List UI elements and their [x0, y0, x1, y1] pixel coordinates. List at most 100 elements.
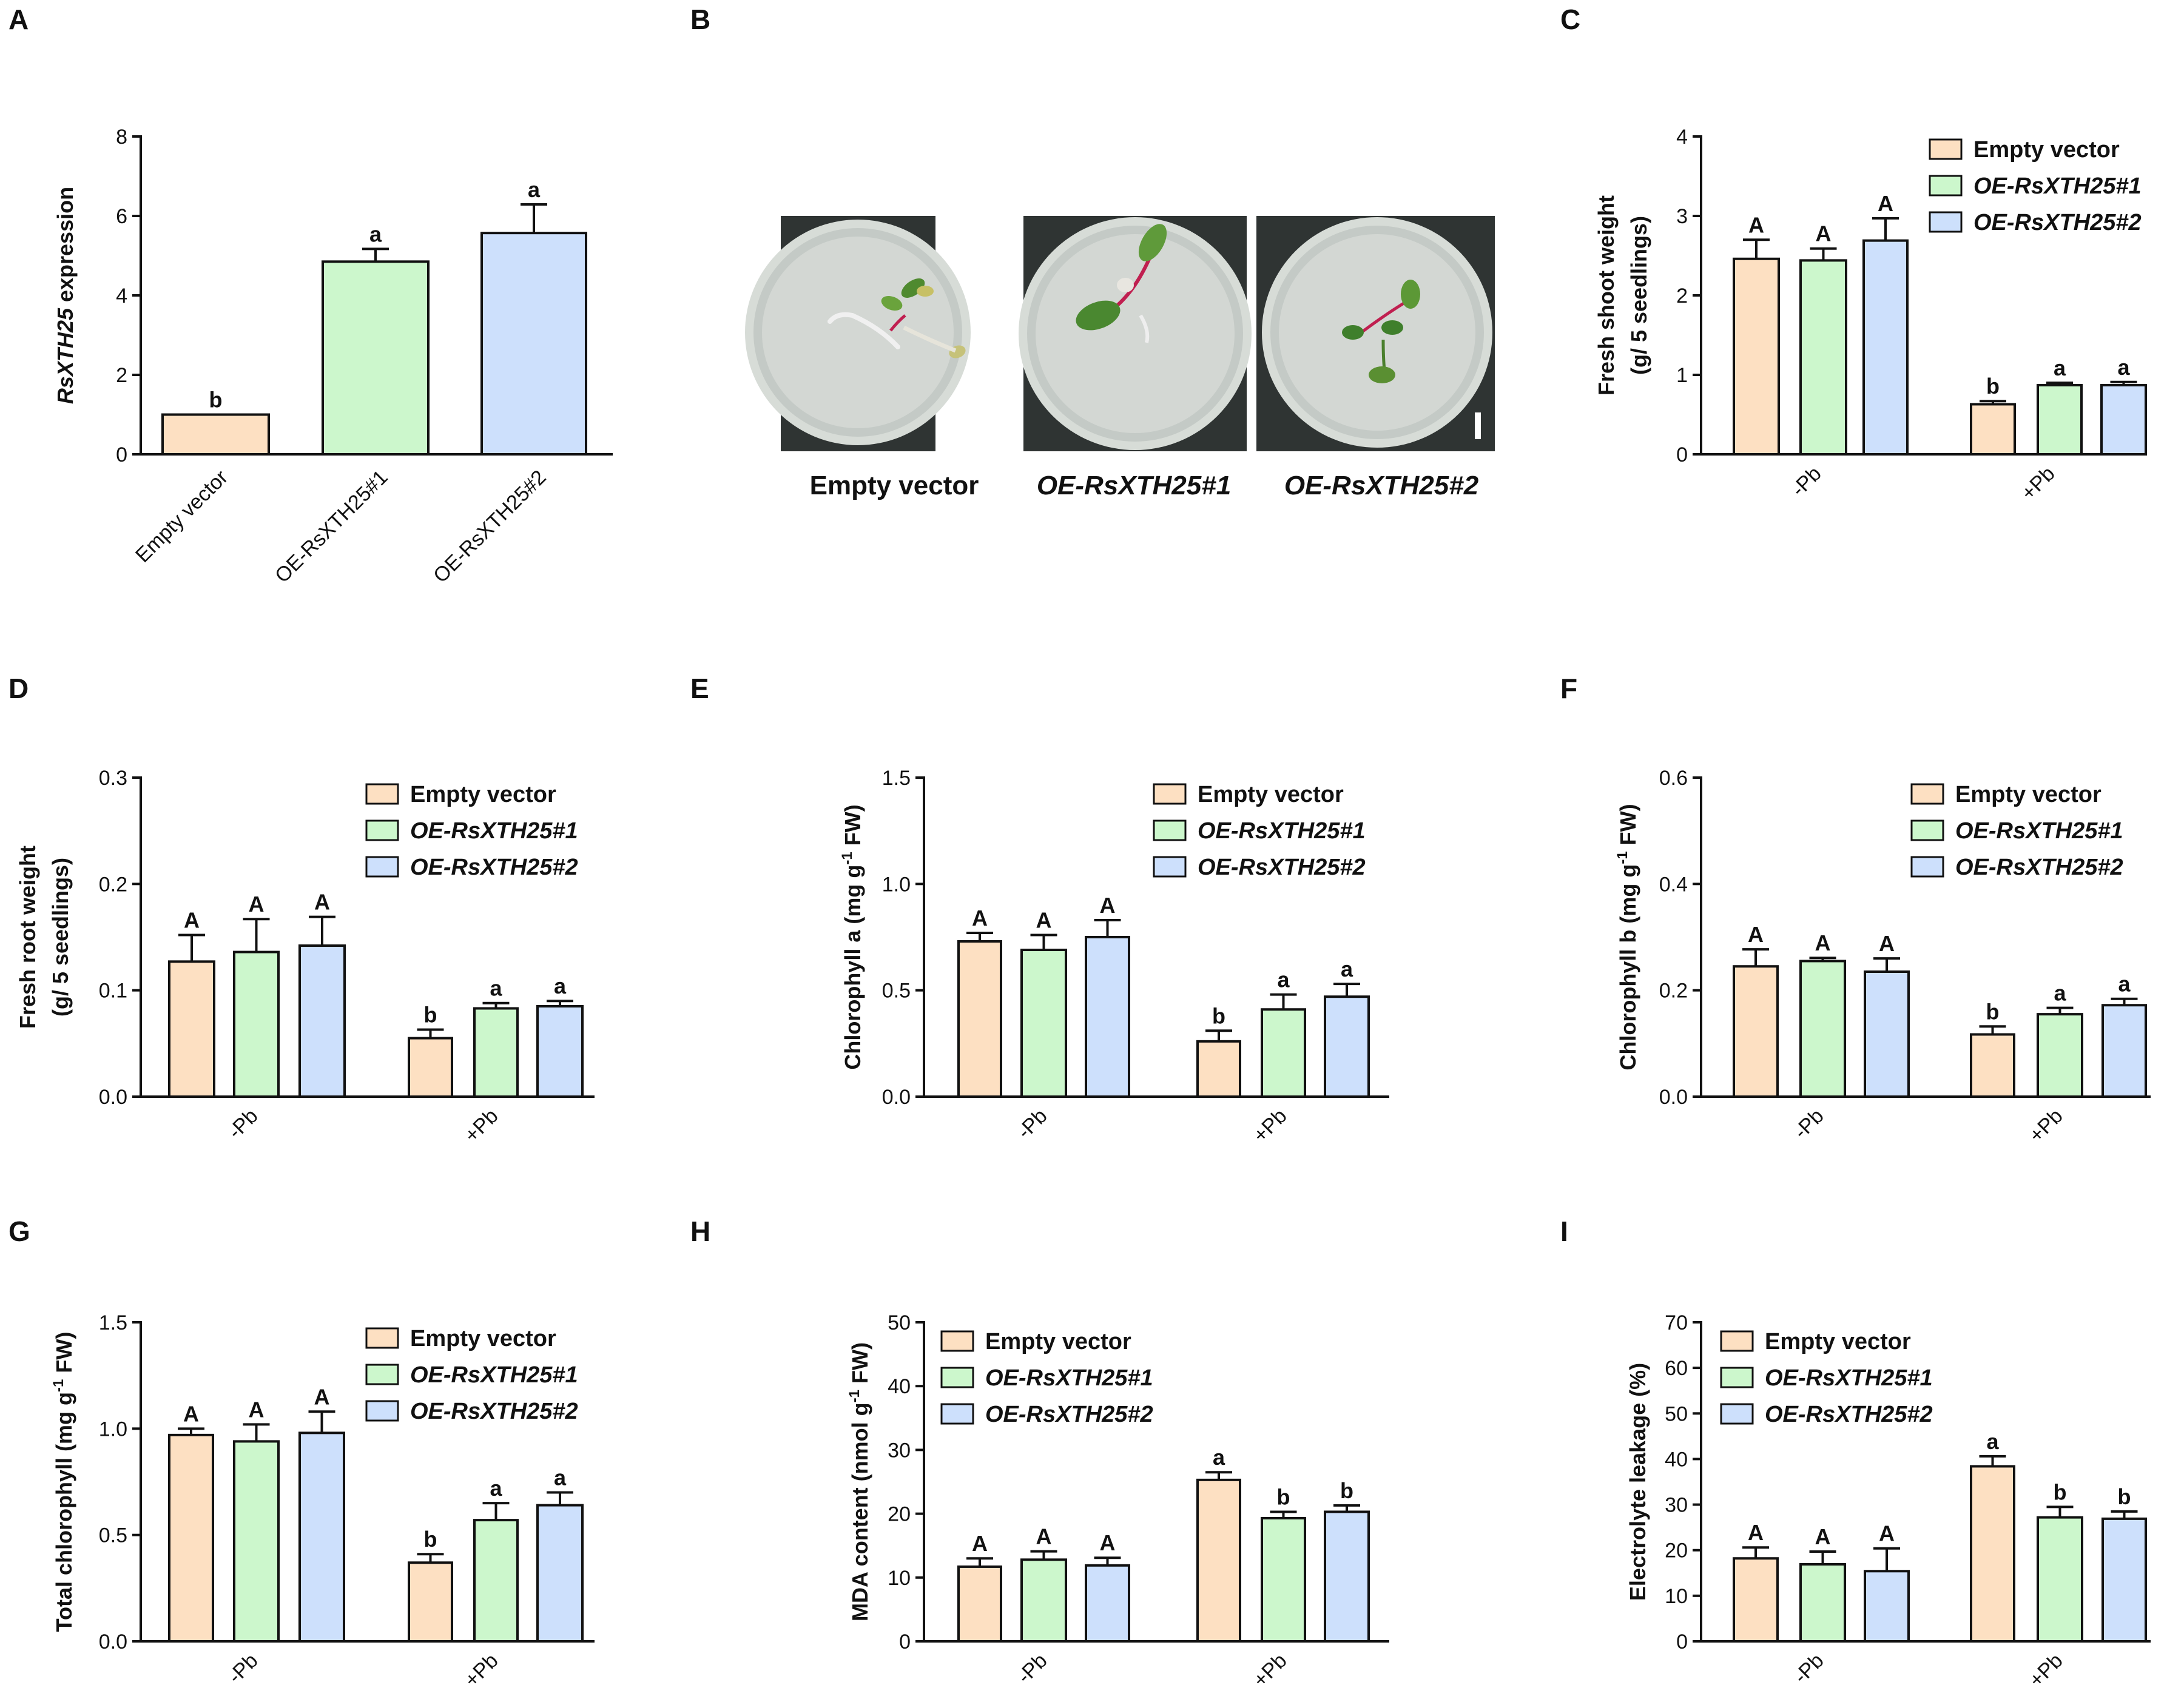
y-tick-label: 1: [1676, 364, 1688, 387]
y-tick-label: 0.4: [1659, 873, 1688, 896]
bar: [168, 960, 215, 1098]
y-tick-label: 30: [1665, 1494, 1688, 1517]
significance-letter: A: [1748, 212, 1764, 237]
panel-f-chart: F 0.0 0.2 0.4 0.6 Chlorophyll b (mg g-1 FW) A A…: [1560, 673, 2151, 1147]
bar: [233, 950, 280, 1098]
bar: [1085, 1564, 1130, 1643]
legend-label: OE-RsXTH25#2: [1955, 855, 2123, 880]
y-tick-label: 0.1: [99, 980, 127, 1003]
y-tick-label: 3: [1676, 205, 1688, 228]
significance-letter: A: [1100, 893, 1116, 918]
bar: [298, 1431, 345, 1643]
legend-label: OE-RsXTH25#1: [410, 818, 578, 844]
significance-letter: A: [1036, 907, 1052, 932]
y-tick-label: 0.0: [99, 1086, 127, 1109]
legend-swatch: [1720, 1367, 1754, 1388]
significance-letter: a: [2054, 981, 2066, 1006]
y-tick-label: 8: [116, 126, 127, 149]
y-axis-label: RsXTH25 expression: [53, 187, 78, 404]
legend-label: OE-RsXTH25#2: [985, 1402, 1153, 1427]
significance-letter: A: [314, 1384, 330, 1409]
significance-letter: a: [528, 177, 541, 202]
significance-letter: A: [972, 906, 988, 930]
y-axis-label: Chlorophyll a (mg g-1 FW): [839, 804, 865, 1069]
bar: [2101, 1517, 2147, 1643]
photo-oe-rsxth25-1: [1019, 216, 1252, 451]
significance-letter: a: [2117, 355, 2130, 380]
significance-letter: A: [1815, 1524, 1831, 1549]
bar: [1324, 1510, 1370, 1643]
panel-letter-g: G: [8, 1216, 30, 1247]
bar: [2037, 1013, 2083, 1098]
legend-label: Empty vector: [1198, 782, 1344, 807]
significance-letter: A: [1878, 191, 1893, 216]
panel-d-chart: D 0.0 0.1 0.2 0.3 Fresh root weight (g/ 5 seed…: [8, 673, 595, 1147]
significance-letter: a: [554, 1465, 567, 1490]
legend-label: Empty vector: [410, 782, 556, 807]
legend-swatch: [1153, 819, 1187, 841]
significance-letter: a: [2054, 355, 2066, 380]
y-tick-label: 0.6: [1659, 767, 1688, 790]
bar: [1085, 936, 1130, 1098]
bar: [1196, 1040, 1241, 1098]
bar: [480, 232, 587, 456]
y-tick-label: 4: [1676, 126, 1688, 149]
y-tick-label: 1.0: [99, 1418, 127, 1441]
significance-letter: A: [184, 907, 200, 932]
y-axis-label: Chlorophyll b (mg g-1 FW): [1614, 804, 1640, 1070]
significance-letter: b: [209, 388, 223, 412]
panel-letter-i: I: [1560, 1216, 1568, 1247]
legend-swatch: [1929, 138, 1963, 160]
y-tick-label: 0.0: [99, 1630, 127, 1653]
significance-letter: b: [1340, 1478, 1353, 1503]
significance-letter: b: [2118, 1484, 2131, 1509]
bar: [1799, 1563, 1846, 1643]
legend-swatch: [365, 856, 399, 878]
y-axis-label-line2: (g/ 5 seedlings): [48, 858, 73, 1017]
legend-swatch: [940, 1367, 974, 1388]
legend-label: OE-RsXTH25#2: [410, 1399, 578, 1424]
y-tick-label: 1.0: [882, 873, 911, 896]
legend-label: OE-RsXTH25#2: [1765, 1402, 1933, 1427]
y-tick-label: 50: [888, 1311, 911, 1334]
significance-letter: A: [183, 1401, 199, 1426]
legend-label: Empty vector: [410, 1326, 556, 1351]
significance-letter: A: [1100, 1530, 1116, 1555]
bar: [1196, 1478, 1241, 1643]
legend-swatch: [1153, 856, 1187, 878]
panel-letter-e: E: [690, 673, 709, 704]
y-tick-label: 30: [888, 1439, 911, 1462]
bar: [536, 1004, 584, 1098]
bar: [1020, 949, 1067, 1098]
legend-label: Empty vector: [985, 1329, 1131, 1354]
significance-letter: A: [1816, 221, 1832, 246]
legend-swatch: [1929, 211, 1963, 233]
bar: [1864, 1570, 1910, 1643]
legend-swatch: [940, 1403, 974, 1425]
y-axis-label: Total chlorophyll (mg g-1 FW): [50, 1332, 76, 1632]
bar: [1733, 965, 1779, 1098]
significance-letter: b: [1212, 1003, 1225, 1028]
photo-caption-oe-rsxth25-1: OE-RsXTH25#1: [1037, 471, 1231, 500]
y-tick-label: 0: [116, 443, 127, 466]
y-tick-label: 0: [899, 1630, 911, 1653]
significance-letter: b: [2054, 1479, 2067, 1504]
legend-swatch: [365, 1400, 399, 1422]
y-tick-label: 70: [1665, 1311, 1688, 1334]
bar: [1862, 239, 1909, 456]
significance-letter: A: [249, 1397, 265, 1422]
significance-letter: A: [249, 892, 265, 917]
legend-swatch: [940, 1330, 974, 1352]
legend-swatch: [1910, 783, 1944, 805]
bar: [1020, 1558, 1067, 1643]
y-tick-label: 0.0: [882, 1086, 911, 1109]
significance-letter: a: [369, 221, 382, 246]
legend-swatch: [1720, 1403, 1754, 1425]
bar: [1733, 1557, 1779, 1643]
legend-label: OE-RsXTH25#2: [410, 855, 578, 880]
y-axis-label: MDA content (nmol g-1 FW): [846, 1342, 872, 1621]
y-tick-label: 6: [116, 205, 127, 228]
panel-h-chart: H 0 10 20 30 40 50 MDA content (nmol g-1 FW) A A A…: [690, 1216, 1389, 1692]
significance-letter: b: [1277, 1484, 1290, 1509]
